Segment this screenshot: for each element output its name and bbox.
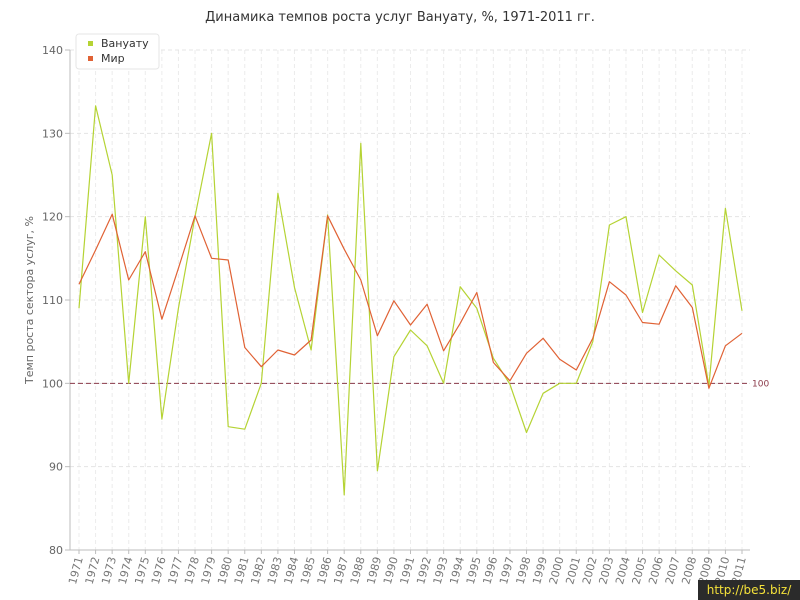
reference-line-group: 100	[70, 379, 769, 389]
reference-line-label: 100	[752, 379, 769, 389]
legend-marker	[88, 56, 93, 61]
y-tick-label: 110	[42, 294, 63, 307]
series-line-vanuatu	[78, 105, 743, 496]
y-tick-labels: 80 90 100 110 120 130 140	[42, 44, 70, 557]
y-tick-label: 130	[42, 127, 63, 140]
y-tick-label: 140	[42, 44, 63, 57]
grid-lines	[70, 49, 750, 550]
series-lines	[78, 105, 743, 496]
legend-label: Мир	[101, 52, 125, 65]
y-tick-label: 90	[49, 461, 63, 474]
legend: Вануату Мир	[75, 33, 160, 70]
y-tick-label: 120	[42, 211, 63, 224]
x-tick-labels: 1971197219731974197519761977197819791980…	[66, 550, 749, 586]
y-tick-label: 100	[42, 377, 63, 390]
legend-label: Вануату	[101, 37, 149, 50]
y-axis-label: Темп роста сектора услуг, %	[23, 216, 36, 385]
legend-box	[75, 33, 160, 70]
series-line-world	[78, 213, 743, 389]
watermark: http://be5.biz/	[698, 580, 800, 600]
y-tick-label: 80	[49, 544, 63, 557]
chart-title: Динамика темпов роста услуг Вануату, %, …	[205, 10, 595, 25]
legend-marker	[88, 41, 93, 46]
